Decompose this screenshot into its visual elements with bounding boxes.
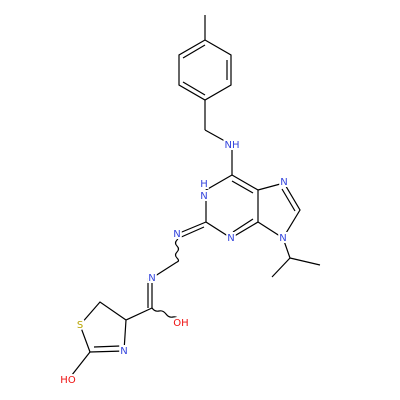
- atom-label: HO: [60, 375, 76, 386]
- atom-label: N: [173, 229, 180, 240]
- atom-label: N: [227, 233, 234, 244]
- atom-labels: NH N H N N N N N OH S N HO: [58, 138, 289, 388]
- atom-label: N: [279, 233, 286, 244]
- atom-label: N: [148, 273, 155, 284]
- atom-label: N: [200, 191, 207, 202]
- atom-label: N: [120, 346, 127, 357]
- atom-label: S: [77, 320, 83, 331]
- bonds: [67, 15, 321, 381]
- atom-label: N: [280, 177, 287, 188]
- atom-label: NH: [225, 140, 240, 151]
- atom-label: OH: [173, 318, 188, 329]
- atom-label: H: [200, 179, 208, 190]
